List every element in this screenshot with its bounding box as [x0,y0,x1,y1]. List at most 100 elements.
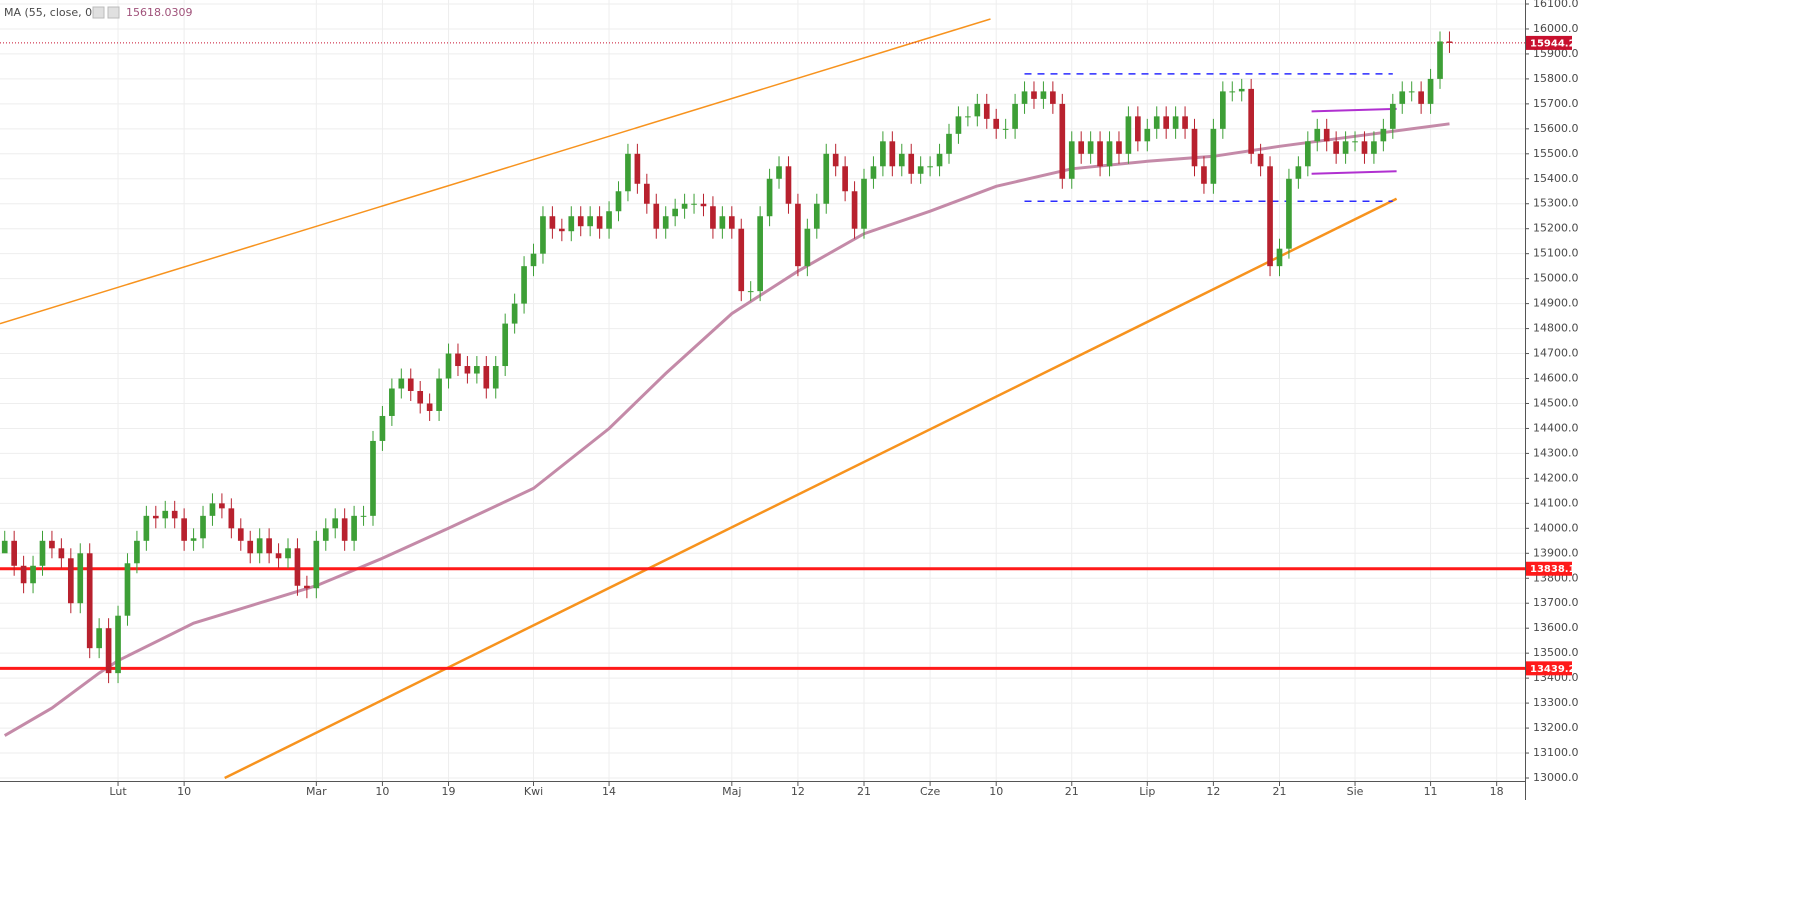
candle-body [1153,116,1160,129]
candle-body [474,366,480,374]
candle-body [30,565,36,584]
candle-body [322,528,329,541]
candle-body [455,353,461,367]
y-tick-label: 15800.0 [1533,72,1579,85]
y-tick-label: 15000.0 [1533,272,1579,285]
close-icon[interactable] [107,6,120,19]
y-tick-label: 15700.0 [1533,97,1579,110]
candle-body [747,291,754,293]
candle-body [785,166,792,204]
y-tick-label: 14900.0 [1533,297,1579,310]
candle-body [1135,116,1141,142]
trend-line [1311,107,1397,113]
y-tick-label: 15500.0 [1533,147,1579,160]
candle-body [1389,103,1396,129]
candle-body [1371,141,1377,154]
candle-body [171,510,178,519]
y-tick-label: 16100.0 [1533,0,1579,10]
indicator-label: MA (55, close, 0) [4,6,96,19]
settings-icon[interactable] [92,6,105,19]
candle-body [691,203,697,205]
candle-body [1399,91,1406,104]
candle-body [832,153,839,167]
price-label: 13838.1 [1530,564,1576,575]
x-tick-label: 10 [375,785,389,798]
candle-body [974,103,981,117]
candle-body [521,266,527,304]
y-tick-label: 13000.0 [1533,771,1579,784]
candle-body [360,515,367,517]
candle-body [96,628,102,649]
candle-body [1059,103,1066,179]
candle-body [823,153,830,204]
candle-body [898,153,905,167]
candle-body [1144,128,1151,142]
y-tick-label: 14600.0 [1533,372,1579,385]
candle-body [1408,91,1415,93]
candle-body [398,378,405,389]
candle-body [49,540,55,549]
candle-body [1361,141,1368,154]
candle-body [1116,141,1122,154]
candle-body [1257,153,1264,167]
candle-body [842,166,848,192]
candle-body [407,378,414,391]
x-tick-label: Lip [1139,785,1155,798]
candle-body [700,203,707,207]
candle-body [370,440,376,516]
y-tick-label: 13100.0 [1533,746,1579,759]
x-tick-label: 21 [1065,785,1079,798]
candle-body [181,518,187,541]
candle-body [1323,128,1330,142]
candle-body [1012,103,1018,129]
candle-body [1201,166,1207,184]
x-tick-label: Cze [920,785,940,798]
candle-body [436,378,442,411]
candle-body [67,558,74,604]
candle-body [492,366,499,389]
candle-body [540,216,546,254]
candle-body [1040,91,1047,99]
y-tick-label: 15400.0 [1533,172,1579,185]
candle-body [294,548,301,586]
candle-body [502,323,509,367]
candle-body [511,303,518,324]
candle-body [587,216,594,227]
price-label-box [1526,35,1572,50]
x-tick-label: 10 [989,785,1003,798]
candle-body [568,216,575,232]
y-tick-label: 16000.0 [1533,22,1579,35]
candle-body [1295,166,1302,179]
candle-body [105,628,112,674]
candle-body [417,391,424,404]
candle-body [1427,78,1434,104]
y-tick-label: 14800.0 [1533,322,1579,335]
x-tick-label: Lut [109,785,127,798]
candle-body [1002,128,1009,130]
candle-body [643,183,650,204]
y-tick-label: 14400.0 [1533,421,1579,434]
x-tick-label: Sie [1347,785,1364,798]
candle-body [1078,141,1085,154]
candle-body [1437,41,1443,79]
ma-line [3,122,1450,737]
candle-body [559,228,565,232]
candle-body [1210,128,1217,184]
candle-body [710,206,716,229]
candle-body [134,540,140,564]
price-label: 15944.2 [1530,38,1576,49]
candle-body [190,538,197,541]
x-tick-label: 19 [442,785,456,798]
candle-body [1106,141,1113,167]
candle-body [1304,141,1311,167]
candle-body [1276,248,1283,267]
x-tick-label: 18 [1490,785,1504,798]
candle-body [634,153,641,184]
candle-body [266,538,272,554]
y-tick-label: 13700.0 [1533,596,1579,609]
candle-body [577,216,584,227]
candle-body [1,540,8,554]
indicator-value: 15618.0309 [126,6,192,19]
candle-body [1286,178,1292,249]
